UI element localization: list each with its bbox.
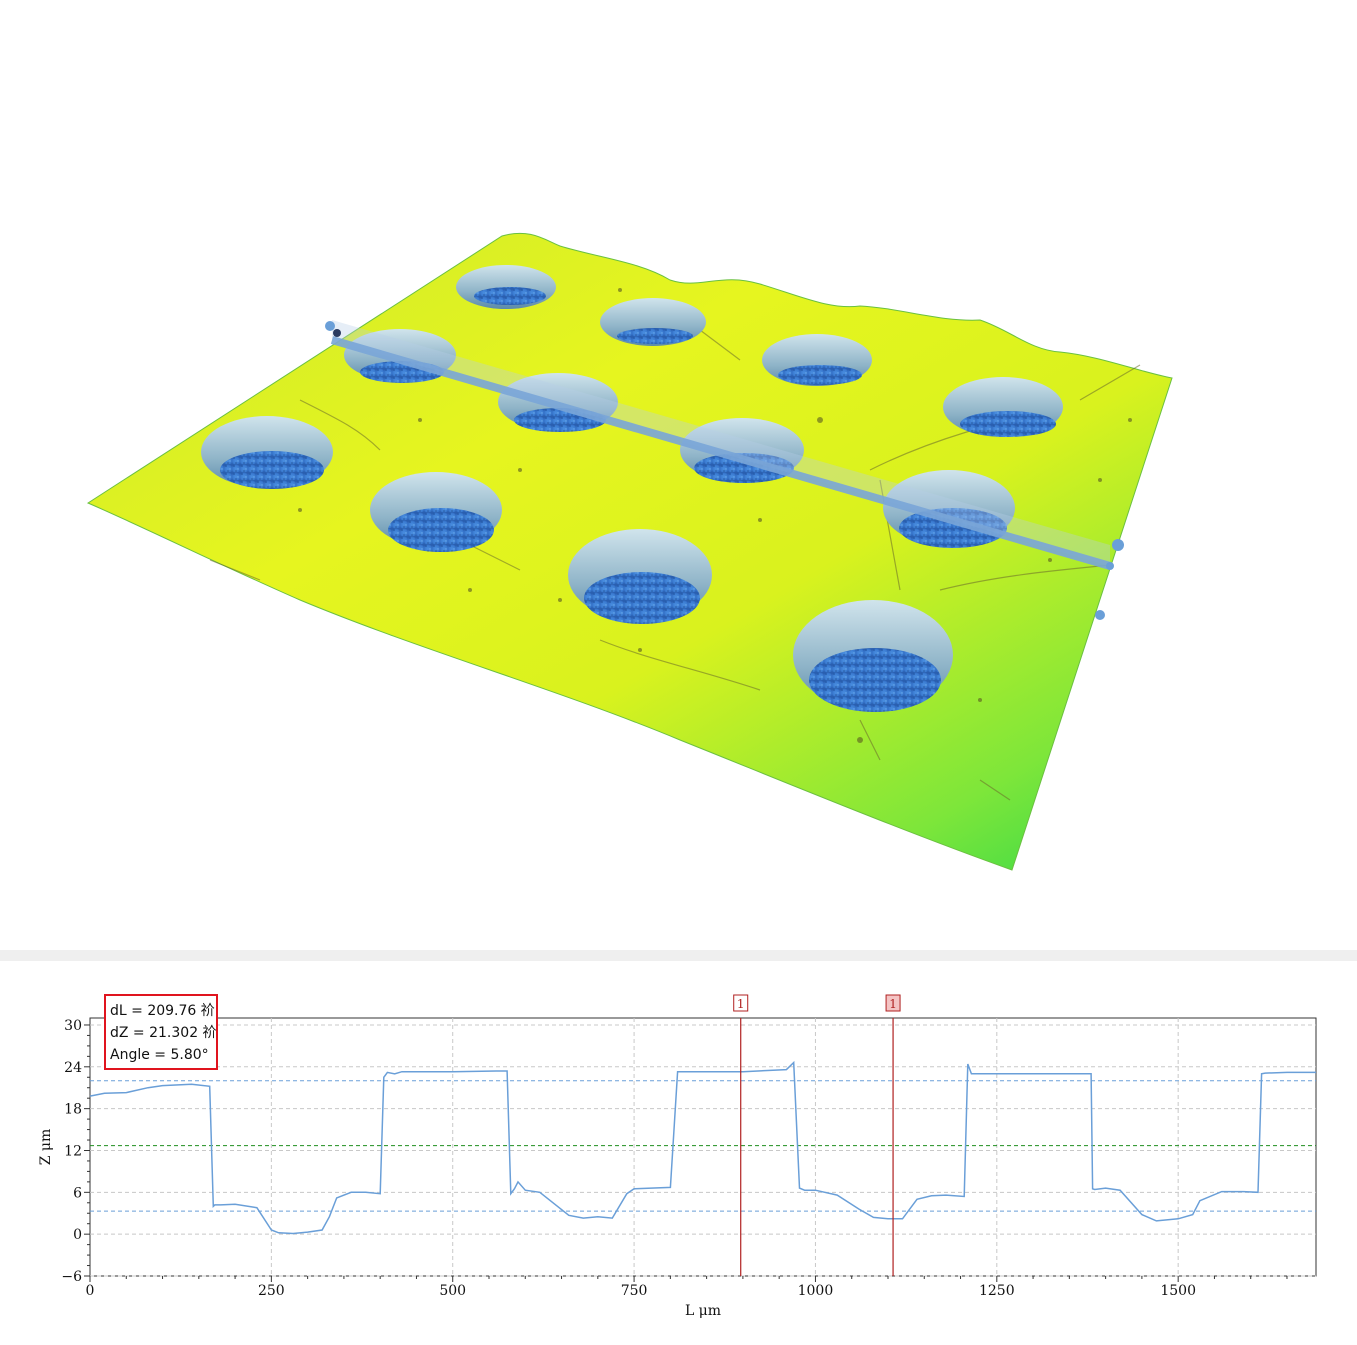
hole [600, 298, 706, 346]
plot-area [89, 1017, 1317, 1277]
cursor-label: 1 [889, 997, 897, 1011]
hole [568, 529, 712, 624]
y-tick-label: 30 [64, 1018, 82, 1034]
x-tick-label: 750 [621, 1283, 648, 1299]
hole [762, 334, 872, 386]
hole [370, 472, 502, 552]
holes [201, 265, 1063, 712]
measurement-dz: dZ = 21.302 祄 [110, 1025, 217, 1041]
cut-handle [1106, 562, 1114, 570]
x-tick-label: 250 [258, 1283, 285, 1299]
grid [90, 1018, 1316, 1277]
cut-handle [325, 321, 335, 331]
x-tick-label: 1250 [979, 1283, 1015, 1299]
x-tick-label: 0 [86, 1283, 95, 1299]
surface-3d-view[interactable] [0, 0, 1357, 948]
y-tick-label: 24 [64, 1060, 82, 1076]
cursor-label-box [733, 994, 749, 1012]
hole [943, 377, 1063, 437]
y-tick-label: 12 [64, 1143, 82, 1159]
hole [793, 600, 953, 712]
hole [201, 416, 333, 489]
cursor-label: 1 [737, 997, 745, 1011]
cursor-label-box [885, 994, 901, 1012]
hole [456, 265, 556, 309]
cut-handle [333, 329, 341, 337]
profile-cut-line[interactable] [325, 320, 1124, 620]
panel-divider[interactable] [0, 950, 1357, 961]
y-tick-label: −6 [61, 1269, 82, 1285]
profile-series-line [89, 1060, 1316, 1235]
y-tick-label: 0 [73, 1227, 82, 1243]
cut-handle [1095, 610, 1105, 620]
cut-handle [1112, 539, 1124, 551]
x-tick-label: 1000 [798, 1283, 834, 1299]
y-tick-label: 18 [64, 1102, 82, 1118]
y-tick-label: 6 [73, 1185, 82, 1201]
y-axis-label: Z μm [38, 1129, 54, 1166]
x-tick-label: 500 [439, 1283, 466, 1299]
x-tick-label: 1500 [1160, 1283, 1196, 1299]
x-axis-label: L μm [685, 1303, 721, 1319]
reference-lines [90, 1080, 1316, 1212]
measurement-dl: dL = 209.76 祄 [110, 1003, 215, 1019]
measurement-box: dL = 209.76 祄 dZ = 21.302 祄 Angle = 5.80… [104, 994, 218, 1070]
measurement-angle: Angle = 5.80° [110, 1047, 209, 1063]
